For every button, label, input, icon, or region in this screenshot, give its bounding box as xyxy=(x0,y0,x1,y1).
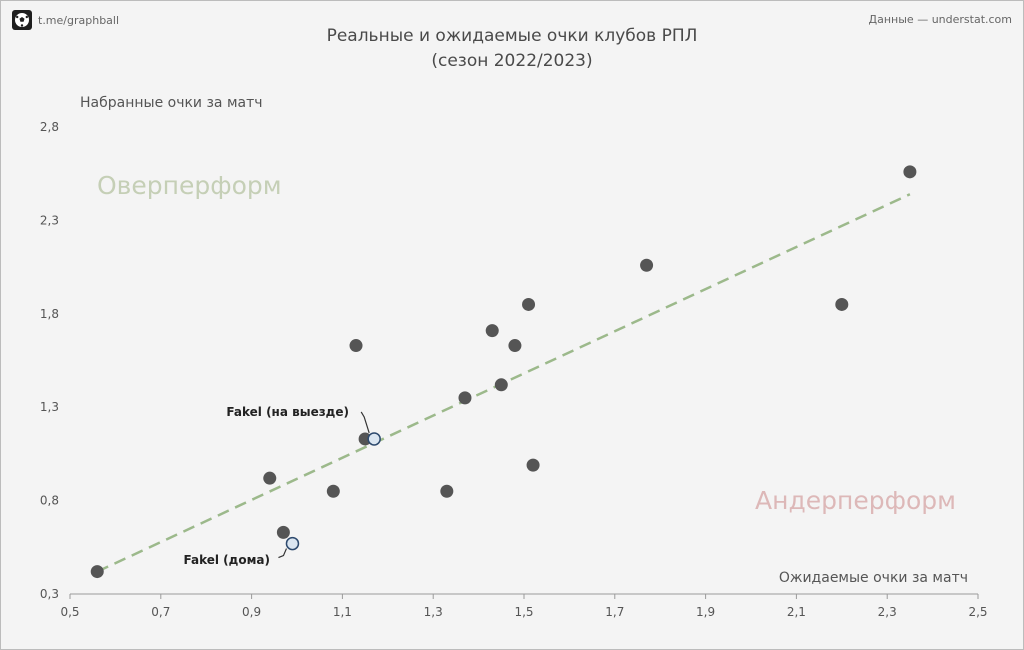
data-point xyxy=(640,258,654,272)
data-point xyxy=(440,484,454,498)
zone-label-over: Оверперформ xyxy=(97,171,282,200)
x-tick-label: 2,3 xyxy=(878,605,897,619)
y-tick-label: 0,8 xyxy=(40,494,59,508)
brand[interactable]: t.me/graphball xyxy=(12,10,119,30)
title-line-2: (сезон 2022/2023) xyxy=(431,51,593,71)
x-tick-label: 1,7 xyxy=(605,605,624,619)
data-point xyxy=(349,339,363,353)
data-point xyxy=(276,525,290,539)
y-tick-label: 2,3 xyxy=(40,213,59,227)
highlight-point xyxy=(285,536,300,551)
data-point xyxy=(903,165,917,179)
highlight-label: Fakel (дома) xyxy=(184,553,271,567)
x-tick-label: 0,7 xyxy=(151,605,170,619)
brand-label: t.me/graphball xyxy=(38,13,120,27)
highlight-point xyxy=(367,432,381,446)
data-point xyxy=(522,297,536,311)
y-tick-label: 0,3 xyxy=(40,587,59,601)
highlight-label: Fakel (на выезде) xyxy=(226,405,349,419)
data-point xyxy=(263,471,277,485)
x-tick-label: 1,3 xyxy=(424,605,443,619)
x-tick-label: 1,5 xyxy=(514,605,533,619)
callout-line xyxy=(360,411,370,434)
source-label: Данные — understat.com xyxy=(868,13,1012,26)
data-point xyxy=(835,297,849,311)
x-tick-label: 0,9 xyxy=(242,605,261,619)
title-line-1: Реальные и ожидаемые очки клубов РПЛ xyxy=(326,26,698,46)
x-tick-label: 1,9 xyxy=(696,605,715,619)
data-point xyxy=(494,378,508,392)
data-point xyxy=(485,324,499,338)
y-tick-label: 2,8 xyxy=(40,120,59,134)
x-tick-label: 0,5 xyxy=(60,605,79,619)
x-tick-label: 2,1 xyxy=(787,605,806,619)
soccer-ball-icon xyxy=(12,10,32,30)
data-point xyxy=(526,458,540,472)
callout-line xyxy=(278,548,288,559)
y-axis-label: Набранные очки за матч xyxy=(80,95,263,111)
y-tick-label: 1,8 xyxy=(40,307,59,321)
chart-title: Реальные и ожидаемые очки клубов РПЛ (се… xyxy=(0,24,1024,74)
data-point xyxy=(458,391,472,405)
x-tick-label: 2,5 xyxy=(968,605,987,619)
data-point xyxy=(508,339,522,353)
x-axis-label: Ожидаемые очки за матч xyxy=(779,570,968,586)
y-tick-label: 1,3 xyxy=(40,400,59,414)
data-point xyxy=(326,484,340,498)
data-point xyxy=(90,565,104,579)
x-tick-label: 1,1 xyxy=(333,605,352,619)
zone-label-under: Андерперформ xyxy=(755,486,956,515)
